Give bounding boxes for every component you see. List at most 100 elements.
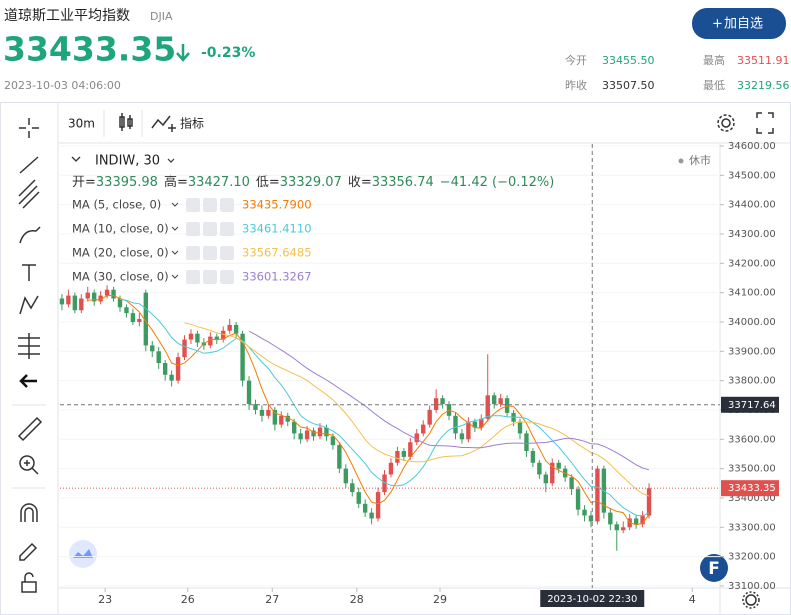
magnet-tool[interactable] <box>20 503 38 522</box>
x-tick-label: 28 <box>350 593 364 606</box>
candle-body <box>221 330 226 340</box>
ma-legend-button[interactable] <box>186 198 200 212</box>
symbol-chevron[interactable] <box>167 158 175 163</box>
ma-legend-chevron[interactable] <box>171 202 179 207</box>
ohlc-label: 高= <box>164 174 188 190</box>
pencil-tool[interactable] <box>19 542 38 561</box>
ma-line <box>119 298 650 517</box>
ma-legend-button[interactable] <box>203 246 217 260</box>
y-tick-label: 33400.00 <box>728 493 776 504</box>
candle-body <box>414 433 419 443</box>
ma-legend-button[interactable] <box>203 222 217 236</box>
ma-legend-chevron[interactable] <box>171 274 179 279</box>
candle-body <box>169 374 174 381</box>
pattern-tool[interactable] <box>19 295 39 315</box>
candle-body <box>614 524 619 531</box>
settings-icon[interactable] <box>717 114 735 132</box>
candle-body <box>427 409 432 425</box>
y-tick-label: 34600.00 <box>728 141 776 152</box>
candle-body <box>285 415 290 422</box>
ma-legend-button[interactable] <box>203 270 217 284</box>
candle-body <box>388 462 394 475</box>
candle-body <box>401 451 407 457</box>
ma-legend-button[interactable] <box>186 222 200 236</box>
ma-line <box>184 322 650 497</box>
crosshair-y-box <box>721 396 779 413</box>
price: 33433.35 <box>3 30 176 69</box>
candle-body <box>92 292 97 302</box>
ma-legend-name: MA (5, close, 0) <box>72 198 161 212</box>
candle-body <box>382 474 387 493</box>
lock-tool[interactable] <box>21 572 37 593</box>
candle-body <box>175 357 181 381</box>
y-tick-label: 34200.00 <box>728 258 776 269</box>
button-bg[interactable] <box>692 8 786 39</box>
line-tool[interactable] <box>19 156 39 174</box>
back-tool[interactable] <box>19 374 37 388</box>
logo-badge <box>69 540 97 568</box>
y-tick-label: 33300.00 <box>728 522 776 533</box>
indicator-icon[interactable] <box>151 115 176 132</box>
candle-body <box>337 445 342 469</box>
candle-body <box>530 451 536 463</box>
ma-legend-button[interactable] <box>220 270 234 284</box>
time-settings[interactable] <box>742 591 760 609</box>
ma-legend-value: 33461.4110 <box>242 222 312 236</box>
ma-legend-chevron[interactable] <box>171 226 179 231</box>
candle-body <box>608 512 613 525</box>
zoom-tool[interactable] <box>19 455 39 475</box>
candle-body <box>343 468 348 484</box>
last-price-label: 33433.35 <box>728 483 776 494</box>
candle-body <box>117 298 123 308</box>
candle-body <box>569 477 574 490</box>
collapse-icon[interactable] <box>71 156 81 162</box>
plus[interactable]: + <box>712 17 723 32</box>
stat-value: 33455.50 <box>602 54 655 67</box>
candle-body <box>375 492 381 519</box>
button-label[interactable]: 加自选 <box>724 17 763 32</box>
ma-legend-button[interactable] <box>186 270 200 284</box>
add-button[interactable]: + 加自选 <box>692 8 786 39</box>
y-tick-label: 34100.00 <box>728 288 776 299</box>
ma-legend-button[interactable] <box>220 222 234 236</box>
candle-body <box>459 433 465 440</box>
ma-legend-button[interactable] <box>220 198 234 212</box>
candle-body <box>188 333 194 340</box>
indicators[interactable]: 指标 <box>180 116 204 131</box>
candle-body <box>162 363 168 375</box>
candle-body <box>317 427 323 437</box>
candle-body <box>440 398 445 405</box>
y-tick-label: 33800.00 <box>728 376 776 387</box>
ma-legend-chevron[interactable] <box>171 250 179 255</box>
ma-legend-button[interactable] <box>186 246 200 260</box>
candle-body <box>453 415 458 434</box>
status-dot <box>678 158 684 164</box>
symbol: DJIA <box>150 10 173 23</box>
measure-tool[interactable] <box>18 333 40 359</box>
candle-body <box>330 436 336 446</box>
y-tick-label: 34400.00 <box>728 200 776 211</box>
candle-body <box>272 409 278 425</box>
fib-tool[interactable] <box>18 179 40 209</box>
brush-tool[interactable] <box>19 226 41 244</box>
candle-body <box>59 298 65 305</box>
candle-body <box>130 313 136 322</box>
candle-icon[interactable] <box>119 113 133 131</box>
ma-legend-name: MA (20, close, 0) <box>72 246 169 260</box>
candle-body <box>421 424 426 434</box>
text-tool[interactable] <box>22 264 36 281</box>
candle-body <box>595 468 600 522</box>
candle-body <box>550 462 555 484</box>
ohlc-value: 33329.07 <box>280 175 342 190</box>
interval[interactable]: 30m <box>68 117 95 131</box>
candle-body <box>111 289 116 299</box>
crosshair-tool[interactable] <box>19 118 39 138</box>
ma-legend-button[interactable] <box>220 246 234 260</box>
ohlc-label: 收= <box>348 175 372 190</box>
candle-body <box>214 336 219 340</box>
ma-legend-button[interactable] <box>203 198 217 212</box>
ruler-tool[interactable] <box>17 416 43 442</box>
change: -0.23% <box>201 45 255 61</box>
fullscreen-icon[interactable] <box>756 112 774 134</box>
